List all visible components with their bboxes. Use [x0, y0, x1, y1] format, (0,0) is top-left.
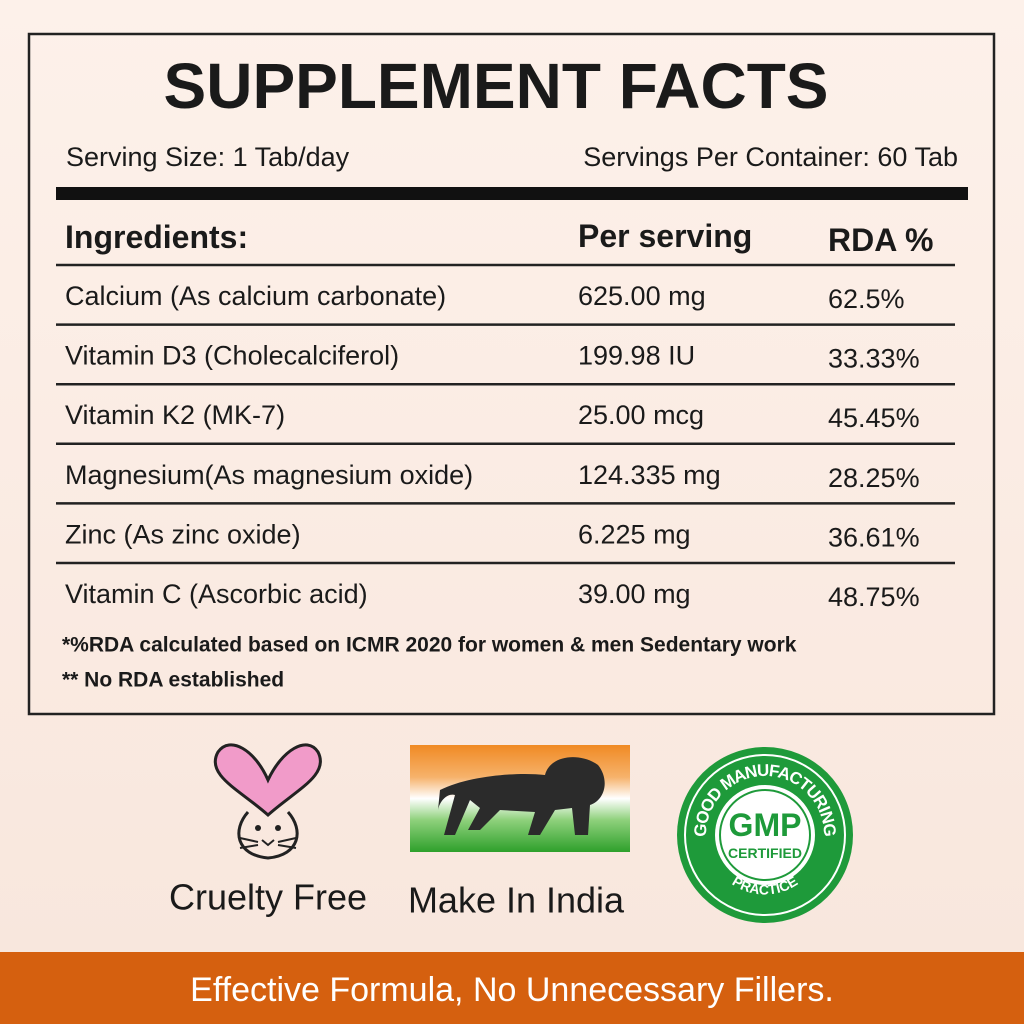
table-cell: 36.61% [828, 522, 920, 552]
thick-rule [56, 187, 968, 200]
cruelty-free-icon [213, 743, 322, 860]
table-cell: Magnesium(As magnesium oxide) [65, 460, 473, 490]
facts-box [27, 32, 996, 716]
table-cell: 28.25% [828, 463, 920, 493]
table-cell: 25.00 mcg [578, 400, 704, 430]
table-cell: 39.00 mg [578, 579, 691, 609]
table-cell: Vitamin K2 (MK-7) [65, 400, 285, 430]
gmp-badge [677, 747, 853, 923]
gmp-sub: CERTIFIED [728, 845, 802, 861]
table-cell: Vitamin D3 (Cholecalciferol) [65, 341, 399, 371]
table-cell: 33.33% [828, 344, 920, 374]
table-cell: Vitamin C (Ascorbic acid) [65, 579, 368, 609]
table-cell: Calcium (As calcium carbonate) [65, 281, 446, 311]
serving-size: Serving Size: 1 Tab/day [66, 142, 350, 172]
badge-label: Make In India [408, 880, 625, 921]
footnote: ** No RDA established [62, 669, 284, 692]
header-cell: RDA % [828, 222, 933, 258]
table-cell: 199.98 IU [578, 341, 695, 371]
table-cell: 625.00 mg [578, 281, 706, 311]
badge-label: Cruelty Free [169, 877, 367, 918]
title: SUPPLEMENT FACTS [164, 50, 829, 122]
table-cell: 124.335 mg [578, 460, 721, 490]
table-cell: Zinc (As zinc oxide) [65, 519, 301, 549]
table-cell: 6.225 mg [578, 519, 691, 549]
header-cell: Per serving [578, 218, 752, 254]
banner [0, 952, 1024, 1024]
lion [438, 757, 605, 835]
table-cell: 62.5% [828, 284, 905, 314]
servings-per-container: Servings Per Container: 60 Tab [583, 142, 958, 172]
table-cell: 48.75% [828, 582, 920, 612]
table-cell: 45.45% [828, 403, 920, 433]
footnote: *%RDA calculated based on ICMR 2020 for … [62, 634, 797, 657]
banner-text: Effective Formula, No Unnecessary Filler… [190, 971, 834, 1009]
header-cell: Ingredients: [65, 219, 248, 255]
gmp-center: GMP [729, 807, 802, 843]
